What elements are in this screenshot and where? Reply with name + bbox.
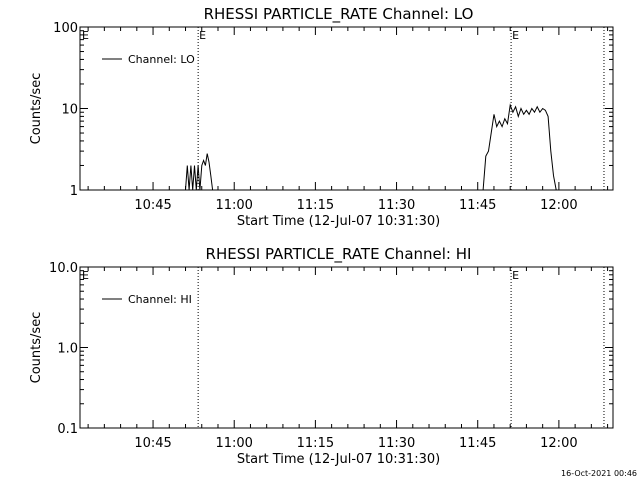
x-tick-label: 11:15 <box>297 436 334 451</box>
marker-label: E <box>199 29 206 42</box>
x-axis-label: Start Time (12-Jul-07 10:31:30) <box>237 452 440 467</box>
series-line <box>185 103 557 191</box>
y-tick-label: 1.0 <box>57 342 78 357</box>
x-tick-label: 11:15 <box>297 198 334 213</box>
x-tick-label: 10:45 <box>134 436 171 451</box>
plot-frame <box>79 26 614 191</box>
footer-timestamp: 16-Oct-2021 00:46 <box>561 469 637 478</box>
y-tick-label: 10.0 <box>49 261 78 276</box>
chart-title: RHESSI PARTICLE_RATE Channel: HI <box>206 245 472 264</box>
x-axis-label: Start Time (12-Jul-07 10:31:30) <box>237 214 440 229</box>
y-axis-label: Counts/sec <box>29 312 44 384</box>
x-tick-label: 11:30 <box>378 198 415 213</box>
plot-frame <box>79 266 614 429</box>
x-tick-label: 11:45 <box>459 436 496 451</box>
marker-label: E <box>512 29 519 42</box>
y-axis-label: Counts/sec <box>29 73 44 145</box>
y-tick-label: 0.1 <box>57 422 78 437</box>
x-tick-label: 11:00 <box>215 198 252 213</box>
x-tick-label: 10:45 <box>134 198 171 213</box>
legend-entry: Channel: HI <box>128 293 192 306</box>
x-tick-label: 11:45 <box>459 198 496 213</box>
y-tick-label: 10 <box>61 103 78 118</box>
x-tick-label: 12:00 <box>540 436 577 451</box>
y-tick-label: 100 <box>53 21 78 36</box>
legend-entry: Channel: LO <box>128 53 195 66</box>
chart-panel-hi: RHESSI PARTICLE_RATE Channel: HI 10:45 11:… <box>29 245 614 467</box>
marker-label: E <box>82 29 89 42</box>
chart-title: RHESSI PARTICLE_RATE Channel: LO <box>204 5 474 24</box>
marker-label: E <box>512 269 519 282</box>
chart-panel-lo: RHESSI PARTICLE_RATE Channel: LO 10:45 11:… <box>29 5 614 229</box>
marker-label: E <box>82 269 89 282</box>
y-tick-label: 1 <box>70 184 78 199</box>
x-tick-label: 11:30 <box>378 436 415 451</box>
x-tick-label: 12:00 <box>540 198 577 213</box>
x-tick-label: 11:00 <box>215 436 252 451</box>
